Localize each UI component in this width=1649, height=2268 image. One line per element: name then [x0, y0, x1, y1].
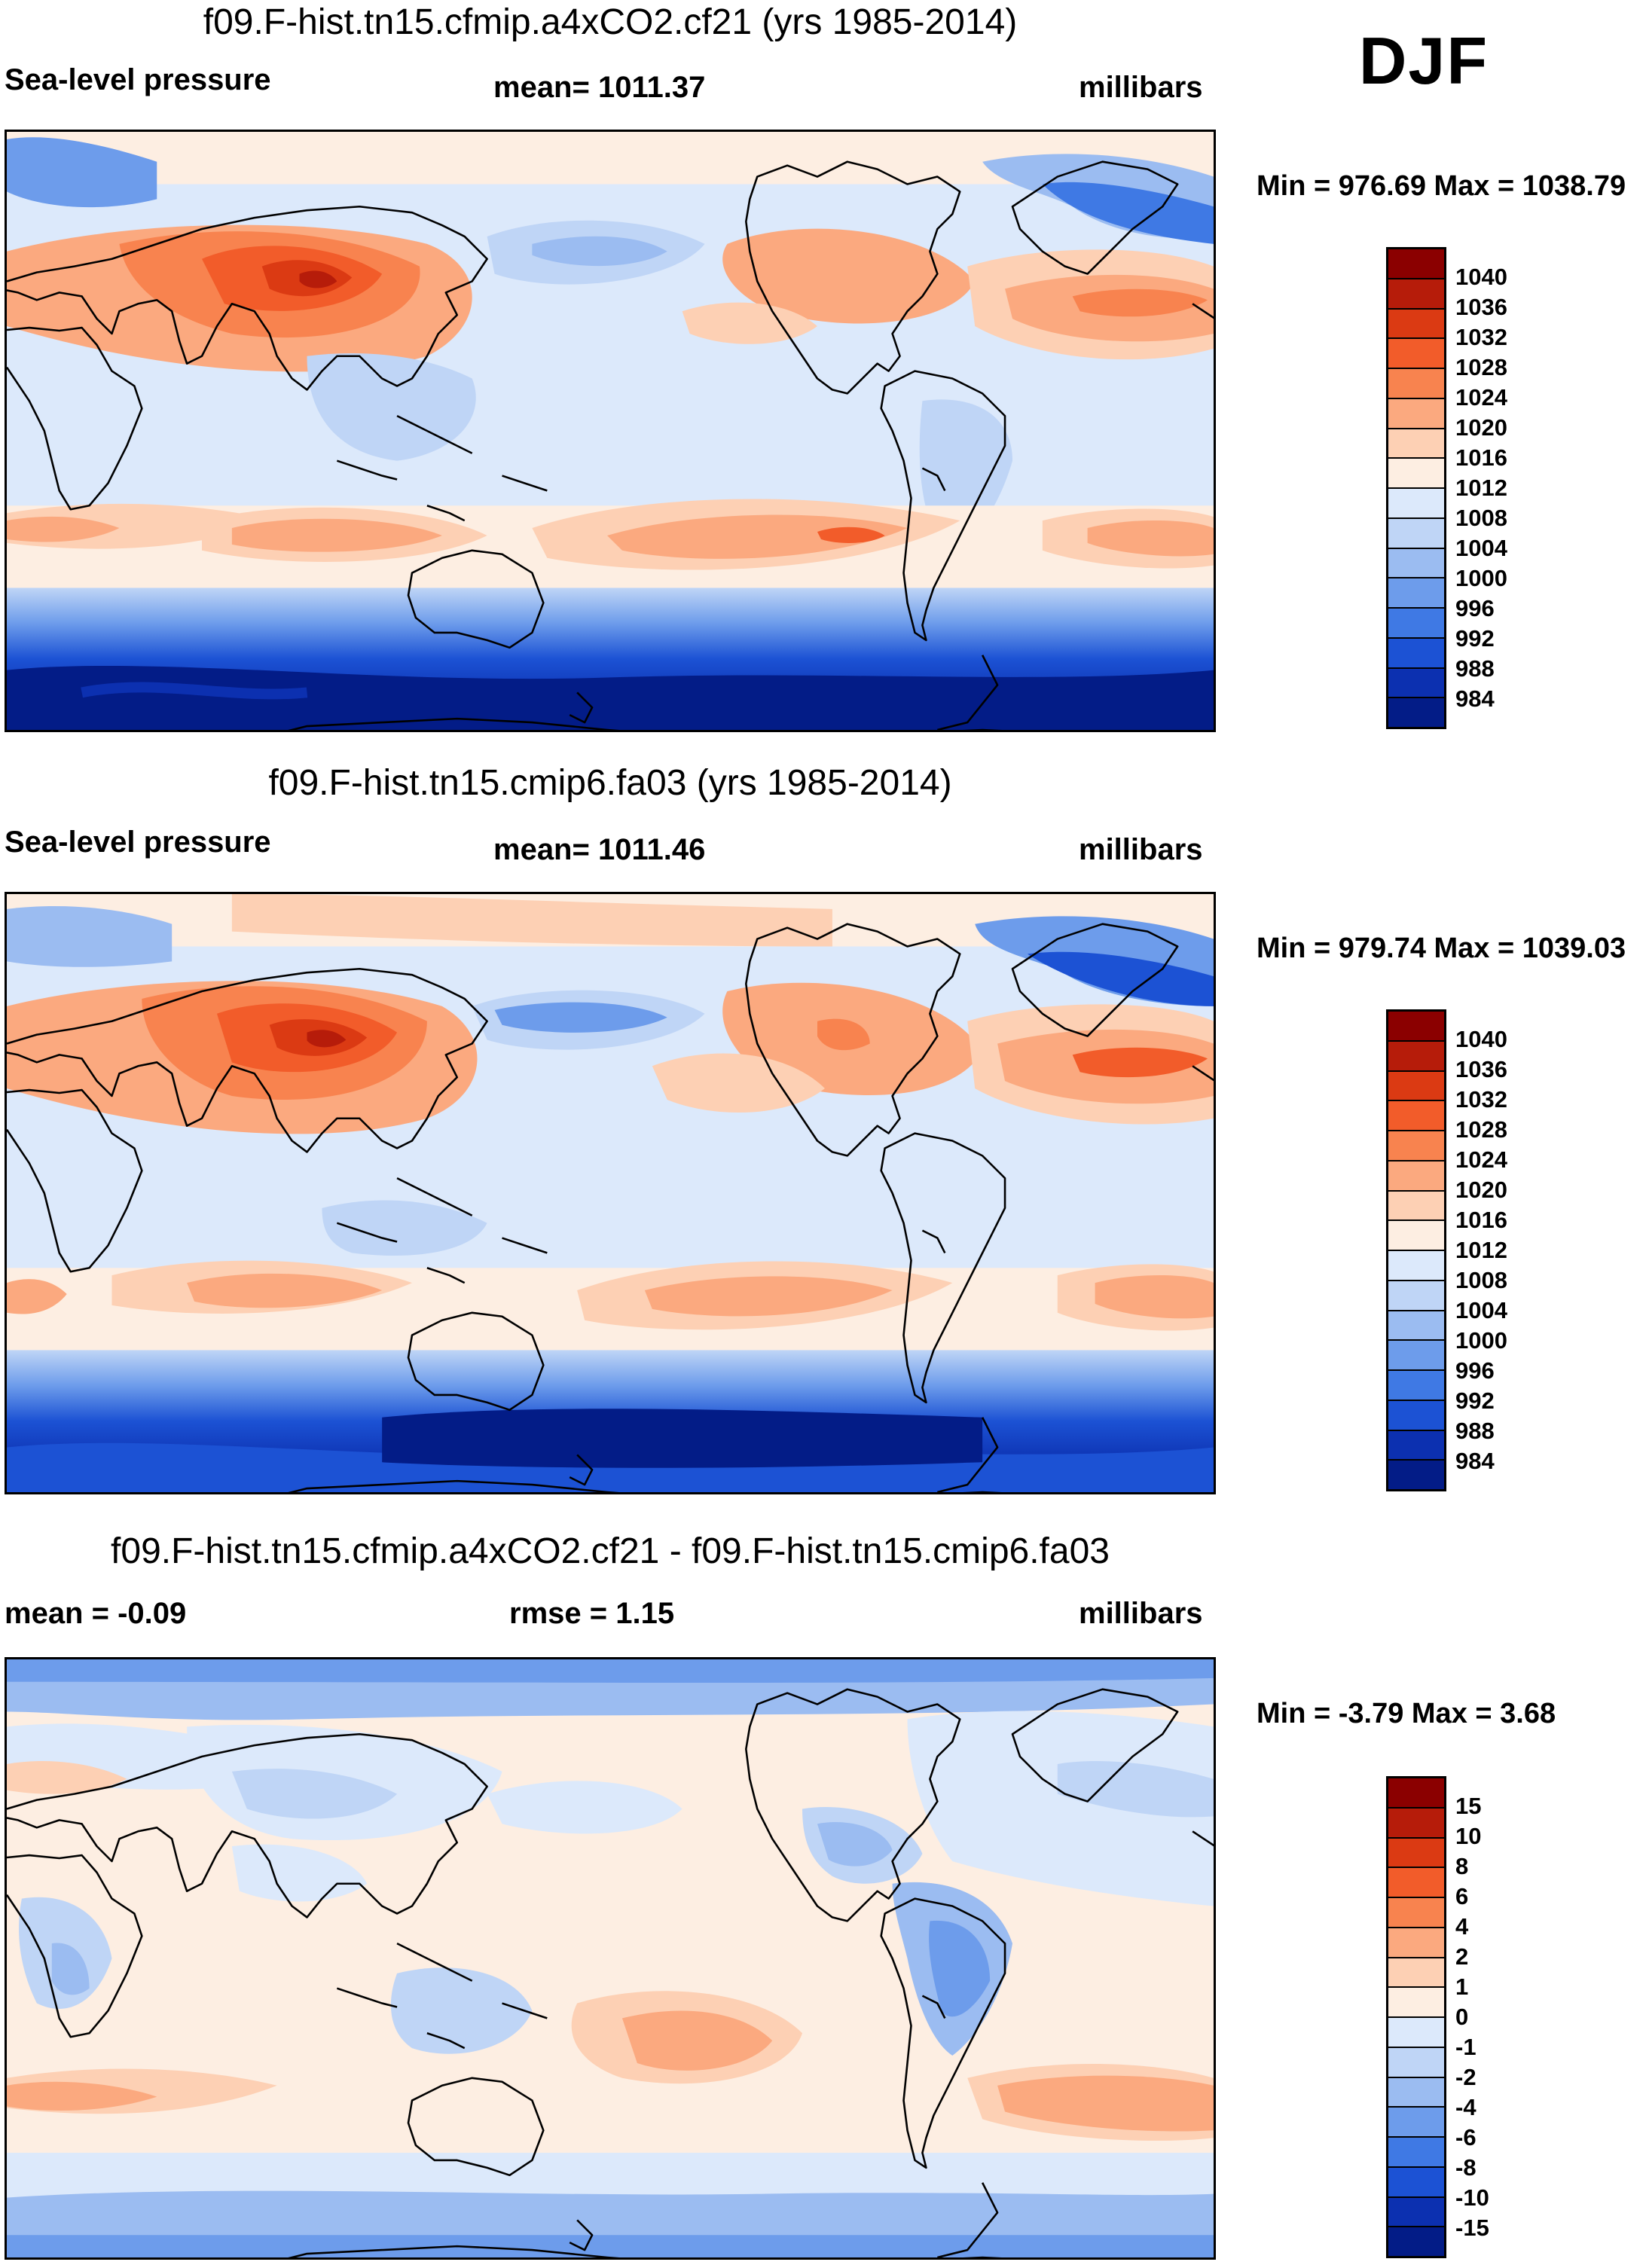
tick-label: 988	[1455, 655, 1495, 682]
panel-3-colorbar: 15 10 8 6 4 2 1 0 -1 -2 -4 -6 -8 -10 -15	[1386, 1776, 1489, 2258]
panel-3-title: f09.F-hist.tn15.cfmip.a4xCO2.cf21 - f09.…	[111, 1531, 1110, 1571]
tick-label: 1040	[1455, 1026, 1507, 1052]
tick-label: 1036	[1455, 1056, 1507, 1082]
tick-label: 1000	[1455, 565, 1507, 591]
tick-label: 984	[1455, 685, 1495, 712]
tick-label: 992	[1455, 1387, 1495, 1414]
tick-label: 1008	[1455, 1267, 1507, 1293]
tick-label: 1012	[1455, 1237, 1507, 1263]
panel-1-map	[5, 130, 1216, 732]
tick-label: -6	[1455, 2124, 1476, 2150]
tick-label: 1036	[1455, 294, 1507, 320]
tick-label: 1032	[1455, 1086, 1507, 1113]
panel-2-map-svg	[7, 894, 1214, 1492]
tick-label: 1028	[1455, 1116, 1507, 1143]
tick-label: 1000	[1455, 1327, 1507, 1354]
panel-1-minmax: Min = 976.69 Max = 1038.79	[1257, 170, 1626, 202]
panel-1-variable-label: Sea-level pressure	[5, 63, 271, 96]
tick-label: 1004	[1455, 535, 1507, 561]
panel-2-variable-label: Sea-level pressure	[5, 826, 271, 859]
tick-label: 1024	[1455, 1146, 1507, 1173]
panel-3-mean-label: mean = -0.09	[5, 1597, 187, 1630]
season-label: DJF	[1358, 23, 1489, 98]
tick-label: -8	[1455, 2154, 1476, 2181]
tick-label: 0	[1455, 2004, 1469, 2030]
tick-label: 996	[1455, 1357, 1495, 1384]
tick-label: 1016	[1455, 444, 1507, 471]
panel-3-map-svg	[7, 1659, 1214, 2257]
panel-3-colorbar-boxes	[1386, 1776, 1446, 2258]
panel-3-minmax: Min = -3.79 Max = 3.68	[1257, 1698, 1556, 1729]
tick-label: 996	[1455, 595, 1495, 621]
tick-label: 1040	[1455, 264, 1507, 290]
panel-2-minmax: Min = 979.74 Max = 1039.03	[1257, 933, 1626, 964]
panel-1-map-svg	[7, 132, 1214, 730]
tick-label: 992	[1455, 625, 1495, 652]
tick-label: 1008	[1455, 505, 1507, 531]
panel-2-units-label: millibars	[1079, 833, 1203, 866]
tick-label: 988	[1455, 1418, 1495, 1444]
tick-label: 1	[1455, 1973, 1469, 2000]
tick-label: 1020	[1455, 1177, 1507, 1203]
panel-2-colorbar-boxes	[1386, 1009, 1446, 1491]
tick-label: 4	[1455, 1913, 1469, 1940]
panel-3-units-label: millibars	[1079, 1597, 1203, 1630]
tick-label: -10	[1455, 2184, 1489, 2211]
tick-label: 15	[1455, 1793, 1482, 1819]
tick-label: 8	[1455, 1853, 1469, 1879]
panel-3-map	[5, 1657, 1216, 2260]
tick-label: 6	[1455, 1883, 1469, 1909]
panel-1-mean-label: mean= 1011.37	[493, 71, 706, 104]
panel-1-colorbar: 1040 1036 1032 1028 1024 1020 1016 1012 …	[1386, 247, 1507, 729]
tick-label: -1	[1455, 2034, 1476, 2060]
panel-2-colorbar: 1040 1036 1032 1028 1024 1020 1016 1012 …	[1386, 1009, 1507, 1491]
panel-2-mean-label: mean= 1011.46	[493, 833, 706, 866]
tick-label: 1032	[1455, 324, 1507, 350]
tick-label: 10	[1455, 1823, 1482, 1849]
panel-2-title: f09.F-hist.tn15.cmip6.fa03 (yrs 1985-201…	[268, 763, 952, 803]
tick-label: 1012	[1455, 475, 1507, 501]
tick-label: 1028	[1455, 354, 1507, 380]
panel-1-title: f09.F-hist.tn15.cfmip.a4xCO2.cf21 (yrs 1…	[203, 2, 1018, 42]
panel-1-units-label: millibars	[1079, 71, 1203, 104]
tick-label: 1024	[1455, 384, 1507, 411]
tick-label: 984	[1455, 1448, 1495, 1474]
tick-label: 1020	[1455, 414, 1507, 441]
tick-label: -4	[1455, 2094, 1476, 2120]
tick-label: -15	[1455, 2215, 1489, 2241]
tick-label: 1016	[1455, 1207, 1507, 1233]
panel-2-map	[5, 892, 1216, 1494]
panel-1-colorbar-boxes	[1386, 247, 1446, 729]
panel-3-rmse-label: rmse = 1.15	[509, 1597, 675, 1630]
tick-label: 2	[1455, 1943, 1469, 1970]
tick-label: -2	[1455, 2064, 1476, 2090]
tick-label: 1004	[1455, 1297, 1507, 1323]
